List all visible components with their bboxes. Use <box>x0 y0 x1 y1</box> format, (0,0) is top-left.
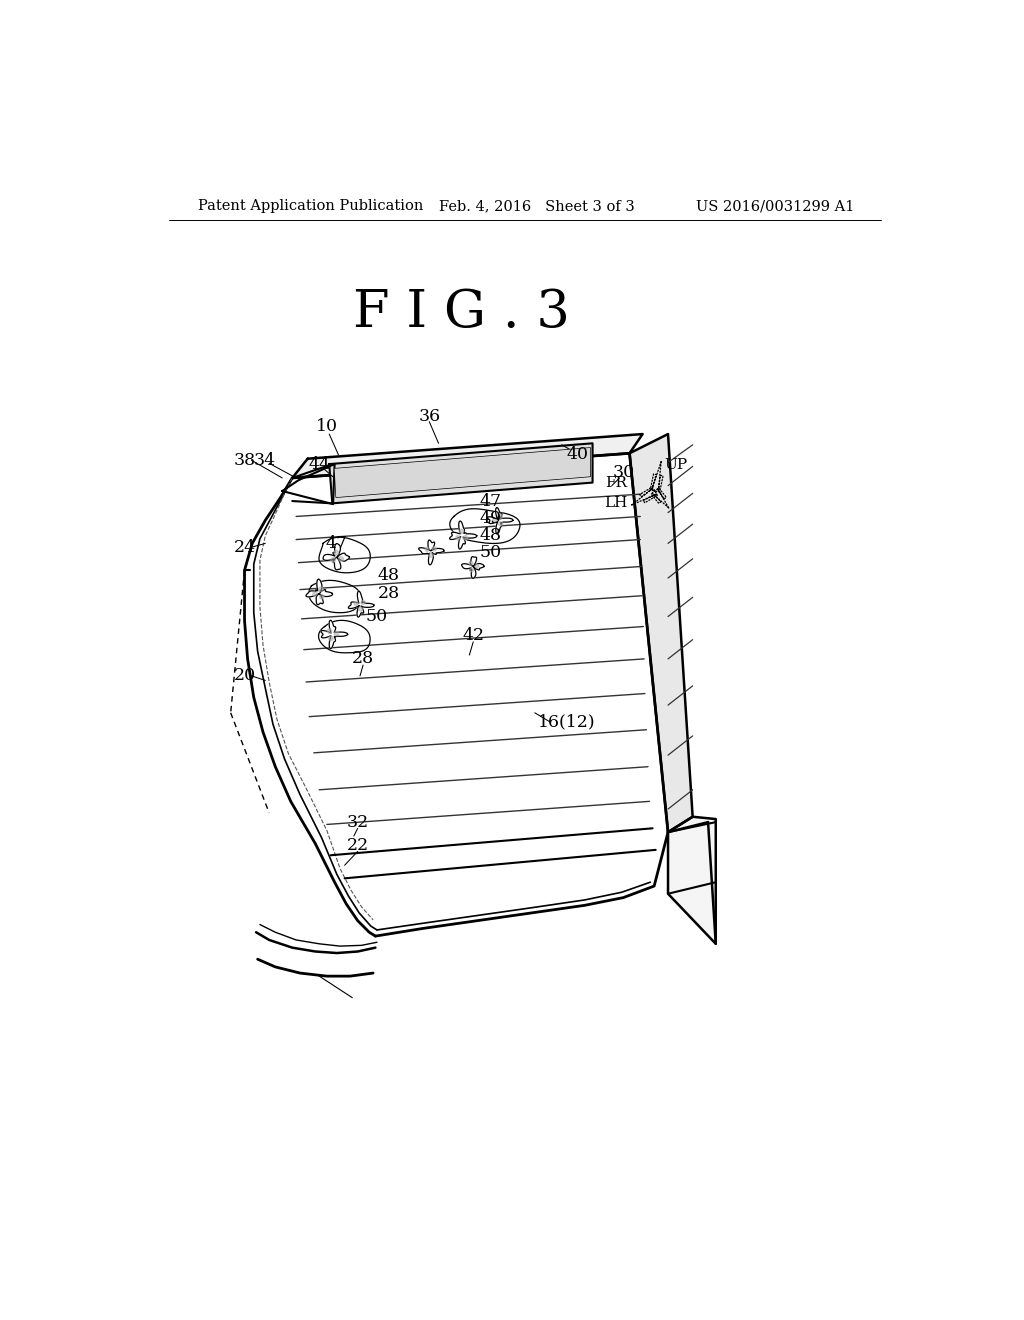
Text: 40: 40 <box>566 446 588 463</box>
Circle shape <box>470 568 473 572</box>
Text: Feb. 4, 2016   Sheet 3 of 3: Feb. 4, 2016 Sheet 3 of 3 <box>438 199 634 213</box>
Circle shape <box>334 631 339 636</box>
Text: US 2016/0031299 A1: US 2016/0031299 A1 <box>696 199 854 213</box>
Text: 24: 24 <box>233 539 256 556</box>
Polygon shape <box>324 544 349 570</box>
Text: 38: 38 <box>233 451 256 469</box>
Text: 48: 48 <box>378 568 399 585</box>
Circle shape <box>358 607 362 611</box>
Circle shape <box>354 602 358 606</box>
Polygon shape <box>630 434 692 832</box>
Circle shape <box>328 628 332 634</box>
Circle shape <box>469 561 473 565</box>
Circle shape <box>318 587 323 591</box>
Polygon shape <box>487 508 513 535</box>
Circle shape <box>331 557 336 562</box>
Text: 50: 50 <box>480 544 502 561</box>
Text: 34: 34 <box>254 451 275 469</box>
Text: F I G . 3: F I G . 3 <box>353 286 570 338</box>
Text: 10: 10 <box>316 418 338 434</box>
Text: 30: 30 <box>612 465 635 480</box>
Text: 47: 47 <box>480 492 502 510</box>
Polygon shape <box>321 620 348 648</box>
Text: 47: 47 <box>325 535 347 552</box>
Circle shape <box>493 519 497 523</box>
Polygon shape <box>306 579 333 605</box>
Text: 28: 28 <box>378 585 399 602</box>
Text: 42: 42 <box>462 627 484 644</box>
Polygon shape <box>292 434 643 478</box>
Text: 22: 22 <box>346 837 369 854</box>
Circle shape <box>429 553 433 557</box>
Circle shape <box>361 601 366 605</box>
Text: 28: 28 <box>352 651 374 668</box>
Polygon shape <box>245 453 668 936</box>
Circle shape <box>456 536 460 540</box>
Polygon shape <box>450 521 477 549</box>
Polygon shape <box>462 557 484 578</box>
Text: 16(12): 16(12) <box>539 714 596 730</box>
Circle shape <box>432 546 436 550</box>
Circle shape <box>312 591 317 597</box>
Circle shape <box>339 557 343 561</box>
Text: 36: 36 <box>418 408 440 425</box>
Polygon shape <box>330 444 593 503</box>
Polygon shape <box>419 540 444 565</box>
Text: 44: 44 <box>308 457 330 474</box>
Circle shape <box>460 529 464 533</box>
Polygon shape <box>348 591 374 616</box>
Circle shape <box>475 564 479 568</box>
Circle shape <box>334 550 339 556</box>
Text: 32: 32 <box>346 813 369 830</box>
Text: 49: 49 <box>480 511 502 527</box>
Text: LH: LH <box>604 496 628 511</box>
Circle shape <box>463 536 468 540</box>
Text: 20: 20 <box>233 668 256 684</box>
Circle shape <box>499 521 503 525</box>
Text: FR: FR <box>605 475 628 490</box>
Text: 48: 48 <box>480 527 502 544</box>
Polygon shape <box>335 447 590 498</box>
Text: 50: 50 <box>366 609 388 626</box>
Polygon shape <box>668 817 716 944</box>
Circle shape <box>499 515 503 519</box>
Circle shape <box>319 594 324 599</box>
Text: Patent Application Publication: Patent Application Publication <box>199 199 424 213</box>
Circle shape <box>425 548 429 552</box>
Text: UP: UP <box>665 458 687 471</box>
Circle shape <box>329 636 333 640</box>
